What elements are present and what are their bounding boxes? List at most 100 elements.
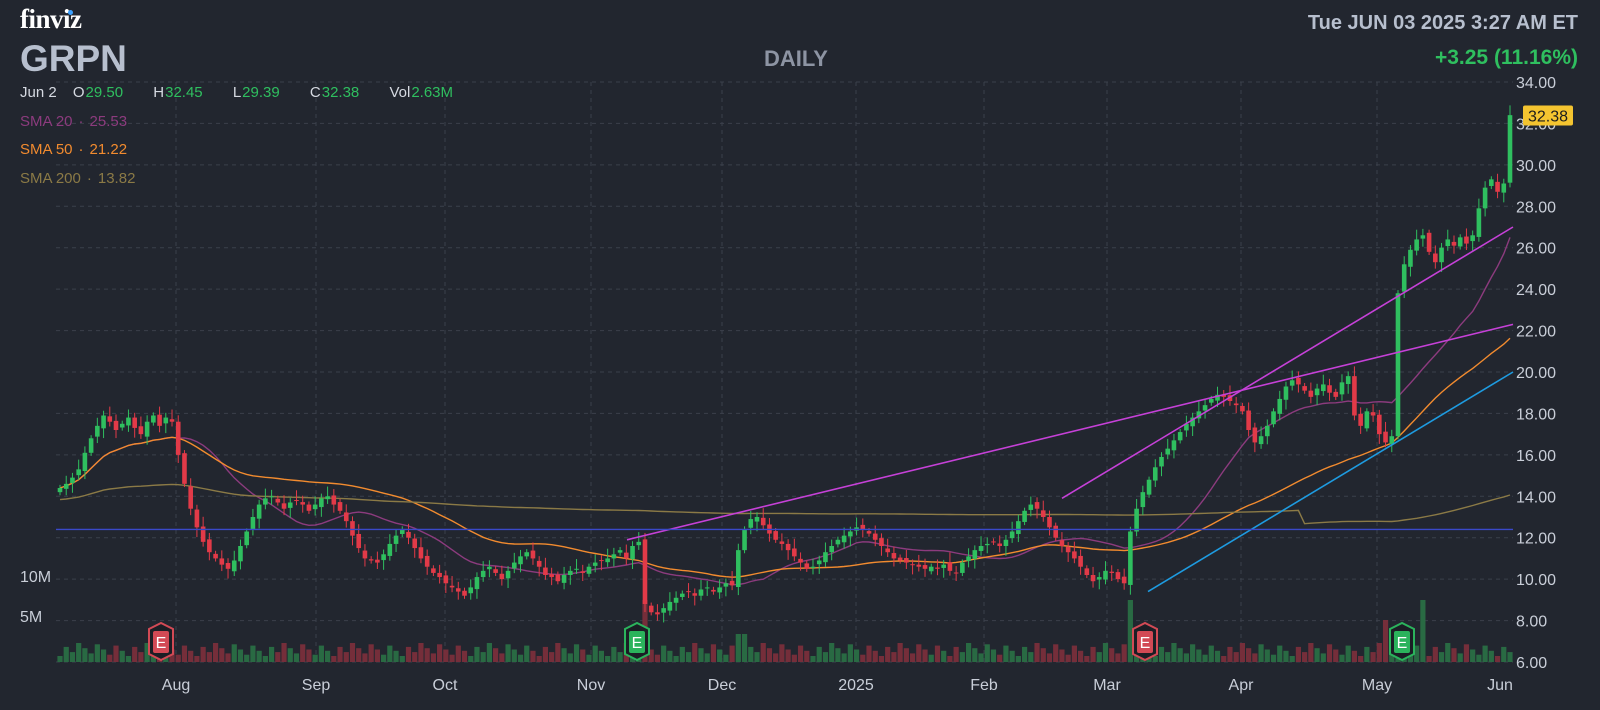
candle-body (586, 566, 592, 574)
sma-20-legend[interactable]: SMA 20 · 25.53 (20, 113, 128, 130)
candle (1383, 421, 1388, 448)
candle (1439, 242, 1444, 272)
finviz-logo[interactable]: finviz (20, 4, 82, 34)
volume-bar (107, 654, 113, 662)
volume-bar (1432, 646, 1438, 662)
candle-body (1003, 539, 1009, 546)
candle (686, 583, 691, 598)
candle (1333, 388, 1339, 400)
volume-bar (1165, 652, 1171, 662)
volume-bar (287, 648, 293, 662)
candle (636, 532, 642, 550)
candle-body (1065, 546, 1071, 553)
volume-bar (88, 653, 94, 662)
volume-bar (1221, 656, 1227, 662)
volume-bar (1339, 654, 1345, 662)
candle (63, 475, 69, 496)
candle-body (1445, 239, 1451, 247)
candle (599, 555, 604, 571)
candle-body (412, 538, 418, 549)
candle-body (213, 553, 218, 559)
candle (1009, 521, 1015, 543)
candle-body (729, 580, 735, 586)
volume-bar (1302, 652, 1308, 662)
candle (1165, 438, 1171, 460)
volume-bar (1003, 645, 1009, 662)
candle-body (991, 541, 996, 543)
candle-body (530, 550, 536, 559)
candle (207, 532, 212, 561)
candle-body (144, 421, 150, 437)
volume-bar (704, 653, 710, 662)
earnings-marker-fill (1137, 631, 1153, 653)
volume-bar (972, 648, 978, 662)
candle (200, 516, 206, 547)
volume-bar (1233, 652, 1239, 662)
volume-bar (530, 650, 536, 662)
candle (231, 550, 237, 577)
candle (468, 579, 474, 600)
volume-bar (82, 648, 88, 662)
candle-body (773, 531, 778, 540)
candle-body (368, 559, 374, 561)
volume-bar (1320, 653, 1326, 662)
timeframe-label[interactable]: DAILY (764, 46, 828, 71)
candle (748, 510, 754, 535)
volume-bar (231, 644, 237, 662)
candle (568, 566, 573, 585)
candle-body (1072, 551, 1077, 559)
sma-200-legend[interactable]: SMA 200 · 13.82 (20, 170, 136, 187)
volume-bar (860, 654, 866, 662)
candle (1302, 382, 1307, 394)
ohlc-volume-key: Vol (389, 84, 411, 101)
candle (1159, 452, 1164, 477)
last-price-badge (1523, 105, 1573, 126)
x-tick-label: Apr (1229, 677, 1255, 694)
ohlc-low-key: L (232, 84, 242, 101)
candle (1121, 568, 1127, 590)
volume-bar (1196, 649, 1202, 662)
candle (661, 603, 666, 623)
candle-body (256, 504, 262, 519)
candle-body (960, 562, 965, 573)
candle-body (630, 546, 635, 560)
candle-body (493, 569, 498, 573)
last-price-label: 32.38 (1528, 109, 1568, 126)
candle-body (200, 526, 206, 542)
trendline (626, 323, 1514, 541)
candle (555, 571, 561, 585)
sma-50-legend[interactable]: SMA 50 · 21.22 (20, 141, 128, 158)
volume-bar (1109, 648, 1115, 662)
candle-body (107, 416, 113, 422)
candle (1103, 561, 1108, 585)
candle-body (1165, 448, 1171, 455)
candle-body (1476, 208, 1482, 237)
ohlc-close: 32.38 (321, 84, 360, 101)
ohlc-date: Jun 2 (20, 84, 57, 101)
candle-body (1482, 187, 1488, 209)
volume-bar (324, 650, 331, 662)
candle (1470, 230, 1475, 251)
volume-bar (567, 653, 573, 662)
candle-body (225, 562, 231, 569)
candle-body (375, 559, 380, 563)
candle-body (972, 550, 978, 559)
volume-bar (1214, 650, 1221, 662)
earnings-marker-fill (1394, 631, 1410, 653)
volume-bar (499, 653, 505, 662)
candlesticks (57, 105, 1513, 623)
candle (1327, 378, 1332, 401)
candle-body (1470, 235, 1475, 242)
candle (1445, 229, 1451, 251)
candle-body (1501, 183, 1507, 193)
volume-bar (293, 653, 300, 662)
candle (1283, 381, 1289, 410)
y-tick-label: 20.00 (1516, 365, 1556, 382)
candle-body (866, 531, 872, 534)
volume-bar (212, 643, 219, 662)
candle (804, 560, 810, 572)
candle-body (275, 498, 281, 503)
ohlc-high: 32.45 (165, 84, 203, 101)
